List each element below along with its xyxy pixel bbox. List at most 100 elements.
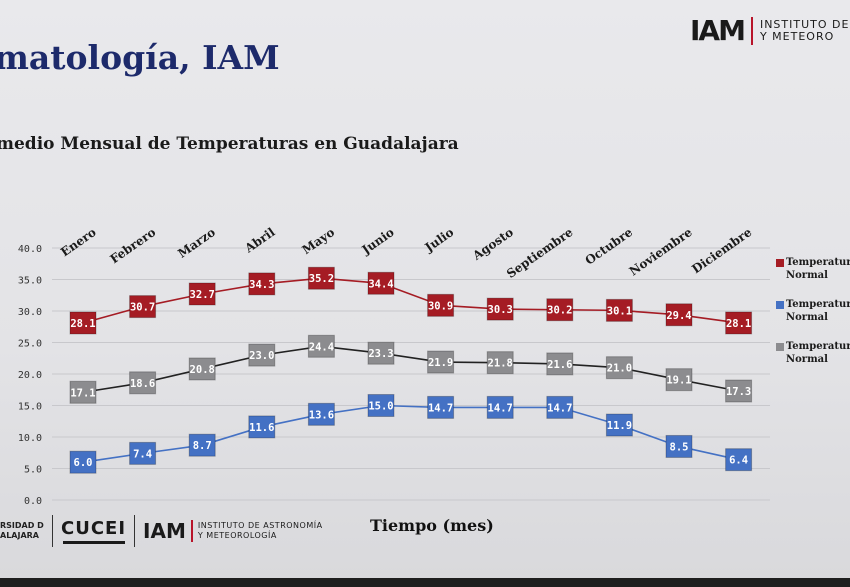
data-point-mean <box>546 352 574 376</box>
udg-logo-line2: ALAJARA <box>0 531 39 540</box>
iam-logo-text-line1: INSTITUTO DE ASTR <box>759 17 850 31</box>
chart-legend: Temperatura Normal Temperatura Normal Te… <box>776 256 850 382</box>
data-label-max: 28.1 <box>70 318 95 330</box>
data-point-min <box>665 434 693 458</box>
data-point-max <box>307 266 335 290</box>
data-label-mean: 18.6 <box>130 378 155 390</box>
data-label-max: 30.3 <box>488 304 513 316</box>
x-tick-label: Agosto <box>469 225 516 263</box>
data-label-mean: 20.8 <box>190 364 215 376</box>
data-label-mean: 21.8 <box>488 358 513 370</box>
legend-label-mean-line2: Normal <box>786 354 828 365</box>
data-point-mean <box>69 380 97 404</box>
data-point-mean <box>725 379 753 403</box>
x-tick-label: Noviembre <box>627 225 695 279</box>
data-label-max: 28.1 <box>726 318 751 330</box>
data-label-min: 6.0 <box>74 457 93 469</box>
iam-logo-bottom-text: INSTITUTO DE ASTRONOMÍA Y METEOROLOGÍA <box>198 521 323 541</box>
data-point-max <box>725 311 753 335</box>
udg-logo-text: RSIDAD DE ALAJARA <box>0 521 44 541</box>
data-label-min: 11.6 <box>249 422 274 434</box>
data-point-min <box>307 402 335 426</box>
data-point-min <box>129 441 157 465</box>
data-label-min: 8.7 <box>193 440 212 452</box>
y-tick-label: 30.0 <box>18 307 42 318</box>
y-tick-label: 40.0 <box>18 244 42 255</box>
data-label-max: 34.3 <box>249 279 274 291</box>
data-point-mean <box>129 371 157 395</box>
x-tick-label: Diciembre <box>689 225 754 277</box>
legend-label-min-line1: Temperatura <box>786 299 850 310</box>
legend-label-min: Temperatura Normal <box>786 298 850 324</box>
bottom-bar <box>0 578 850 587</box>
data-point-min <box>486 395 514 419</box>
data-point-min <box>605 413 633 437</box>
series-line-mean <box>82 345 739 394</box>
data-label-min: 6.4 <box>729 455 748 467</box>
data-label-mean: 23.0 <box>249 350 274 362</box>
x-tick-label: Febrero <box>108 225 159 266</box>
legend-item-mean: Temperatura Normal <box>776 340 850 382</box>
data-label-min: 7.4 <box>133 448 152 460</box>
data-point-mean <box>665 368 693 392</box>
legend-label-max: Temperatura Normal <box>786 256 850 282</box>
data-point-mean <box>248 343 276 367</box>
cucei-logo: CUCEI <box>61 518 126 544</box>
x-tick-label: Octubre <box>583 225 636 268</box>
data-point-max <box>367 271 395 295</box>
legend-label-min-line2: Normal <box>786 312 828 323</box>
iam-logo-bottom-mark: IAM <box>143 519 186 543</box>
data-label-max: 30.7 <box>130 302 155 314</box>
y-tick-label: 5.0 <box>24 465 42 476</box>
legend-label-max-line1: Temperatura <box>786 257 850 268</box>
data-point-mean <box>427 350 455 374</box>
legend-swatch-min <box>776 301 784 309</box>
iam-logo-mark: IAM <box>690 14 746 47</box>
data-label-max: 35.2 <box>309 273 334 285</box>
iam-logo-text: INSTITUTO DE ASTR Y METEORO <box>759 17 850 43</box>
data-label-mean: 21.0 <box>607 363 632 375</box>
y-tick-label: 10.0 <box>18 433 42 444</box>
series-line-min <box>82 404 739 463</box>
data-point-max <box>188 282 216 306</box>
legend-swatch-max <box>776 259 784 267</box>
data-label-max: 34.4 <box>368 278 393 290</box>
cucei-logo-text: CUCEI <box>61 518 127 539</box>
data-label-mean: 23.3 <box>368 348 393 360</box>
data-point-min <box>546 395 574 419</box>
data-point-mean <box>188 357 216 381</box>
data-label-min: 15.0 <box>368 401 393 413</box>
data-label-min: 8.5 <box>670 441 689 453</box>
x-tick-label: Junio <box>359 225 397 258</box>
legend-label-max-line2: Normal <box>786 270 828 281</box>
udg-logo-line1: RSIDAD DE <box>0 521 44 530</box>
data-point-min <box>725 448 753 472</box>
data-label-max: 30.1 <box>607 305 632 317</box>
y-tick-label: 20.0 <box>18 370 42 381</box>
chart-title: medio Mensual de Temperaturas en Guadala… <box>0 134 459 154</box>
x-tick-label: Mayo <box>300 225 338 257</box>
data-point-min <box>367 394 395 417</box>
iam-logo-bottom-line1: INSTITUTO DE ASTRONOMÍA <box>197 521 323 530</box>
legend-item-max: Temperatura Normal <box>776 256 850 298</box>
legend-item-min: Temperatura Normal <box>776 298 850 340</box>
data-label-mean: 17.3 <box>726 386 751 398</box>
data-label-max: 29.4 <box>666 310 691 322</box>
data-point-min <box>69 450 97 474</box>
data-point-max <box>129 295 157 319</box>
footer-divider <box>134 515 136 547</box>
cucei-logo-rule <box>62 541 125 544</box>
data-point-mean <box>307 334 335 358</box>
footer-divider <box>52 515 53 547</box>
legend-swatch-mean <box>776 343 784 351</box>
data-label-min: 14.7 <box>428 402 453 414</box>
data-label-min: 13.6 <box>309 409 334 421</box>
y-tick-label: 0.0 <box>24 496 42 507</box>
data-label-mean: 24.4 <box>309 341 334 353</box>
data-label-max: 30.9 <box>428 300 453 312</box>
iam-logo-bottom-divider <box>190 520 193 542</box>
legend-label-mean-line1: Temperatura <box>786 341 850 352</box>
data-point-max <box>605 298 633 322</box>
iam-logo-text-line2: Y METEORO <box>759 29 835 43</box>
